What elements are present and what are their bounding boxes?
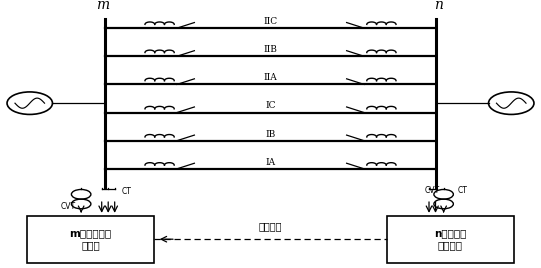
Text: m端变电站保
护装置: m端变电站保 护装置 xyxy=(70,228,111,250)
Text: n: n xyxy=(434,0,443,12)
Text: CVT: CVT xyxy=(61,202,76,211)
Text: IB: IB xyxy=(266,129,275,139)
Text: 光纤通讯: 光纤通讯 xyxy=(259,221,282,231)
Text: IIA: IIA xyxy=(263,73,278,82)
Text: IC: IC xyxy=(265,101,276,110)
Text: IIB: IIB xyxy=(263,45,278,54)
Text: m: m xyxy=(96,0,109,12)
Bar xyxy=(27,216,154,263)
Text: IA: IA xyxy=(266,158,275,167)
Text: CT: CT xyxy=(457,186,467,195)
Text: IIC: IIC xyxy=(263,17,278,26)
Bar xyxy=(387,216,514,263)
Text: n端变电站
保护装置: n端变电站 保护装置 xyxy=(434,228,466,250)
Text: CT: CT xyxy=(121,187,131,196)
Text: CVT: CVT xyxy=(425,186,440,195)
